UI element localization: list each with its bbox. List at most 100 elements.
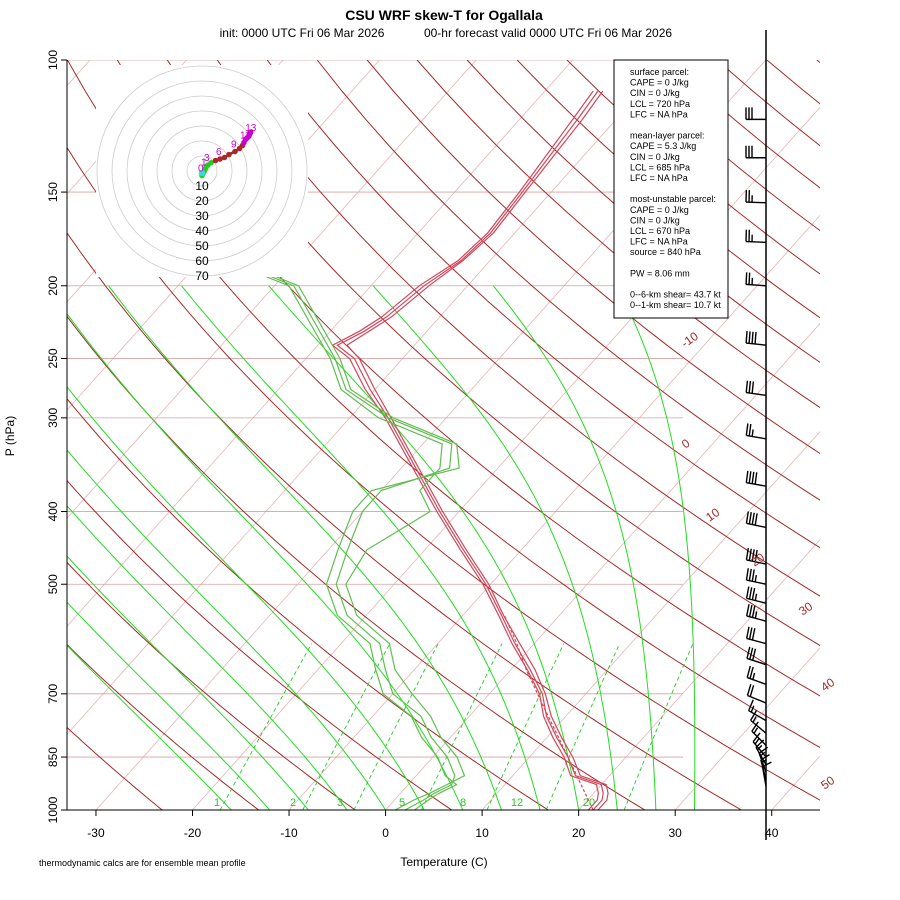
wind-barb-flag <box>745 272 748 285</box>
y-tick-label: 300 <box>46 408 60 428</box>
wind-barb-half-flag <box>759 751 766 757</box>
dry-adiabat-line <box>67 60 820 749</box>
wind-barb <box>752 732 767 758</box>
info-panel-line: surface parcel: <box>630 67 689 77</box>
wind-barb-shaft <box>745 240 767 243</box>
dewpoint-profile-line <box>203 250 466 810</box>
wind-barb-shaft <box>746 434 767 440</box>
hodograph-origin-point <box>198 169 206 177</box>
wind-barb-flag <box>745 604 750 617</box>
info-panel-line: 0--6-km shear= 43.7 kt <box>630 290 721 300</box>
isobar-lines <box>67 60 683 810</box>
wind-barb-half-flag <box>753 727 759 734</box>
moist-adiabat-line <box>67 312 464 810</box>
x-tick-label: 30 <box>669 826 683 840</box>
chart-subtitle-valid: 00-hr forecast valid 0000 UTC Fri 06 Mar… <box>424 26 672 40</box>
wind-barb-flag <box>751 381 755 394</box>
dry-adiabat-line <box>67 643 259 810</box>
wind-barb-flag <box>751 331 754 344</box>
hodograph-point <box>232 148 238 155</box>
isotherm-line <box>67 60 670 735</box>
isotherm-line <box>67 60 187 195</box>
hodograph-point <box>226 151 232 158</box>
wind-barb <box>745 145 766 159</box>
moist-adiabat-line <box>67 449 387 810</box>
wind-barb-flag <box>745 470 749 483</box>
hodograph-ring-label: 10 <box>195 179 209 193</box>
y-axis-label: P (hPa) <box>3 416 17 456</box>
temperature-profile-line <box>345 90 609 810</box>
moist-adiabat-line <box>268 285 580 810</box>
wind-barb-flag <box>752 732 761 743</box>
mixing-ratio-label: 12 <box>511 797 523 809</box>
isotherm-line <box>771 755 820 810</box>
moist-adiabat-line <box>67 505 348 810</box>
wind-barb-half-flag <box>754 574 757 583</box>
sounding-profiles <box>203 90 609 810</box>
dry-adiabat-line <box>416 60 820 409</box>
moist-adiabat-line <box>108 285 502 810</box>
wind-barb-flag <box>751 512 755 525</box>
y-tick-label: 850 <box>46 747 60 767</box>
wind-barb-shaft <box>745 283 767 287</box>
wind-barb-flag <box>748 699 754 711</box>
isotherm-line <box>868 60 900 810</box>
wind-barb-flag <box>754 513 758 526</box>
y-tick-label: 700 <box>46 683 60 703</box>
hodograph-ring <box>171 140 233 202</box>
x-axis-label: Temperature (C) <box>400 855 487 869</box>
y-tick-label: 150 <box>46 182 60 202</box>
wind-barb <box>745 272 767 287</box>
dry-adiabat-line <box>166 60 820 647</box>
wind-barb-flag <box>751 587 756 600</box>
wind-barb-shaft <box>746 676 767 686</box>
info-panel-line: most-unstable parcel: <box>630 194 716 204</box>
wind-barb-flag <box>751 628 756 641</box>
wind-barb-flag <box>751 471 755 484</box>
wind-barb-flag <box>748 423 752 437</box>
wind-barb <box>751 721 767 746</box>
wind-barb-flag <box>751 721 759 732</box>
wind-barb-flag <box>748 587 753 600</box>
wind-barb-flag <box>746 683 752 696</box>
wind-barb-shaft <box>748 710 767 722</box>
mixing-ratio-label: 8 <box>460 797 466 809</box>
wind-barb-half-flag <box>752 672 756 680</box>
wind-barb-flag <box>751 569 755 582</box>
moist-adiabat-line <box>372 285 618 810</box>
info-panel-line: CIN = 0 J/kg <box>630 152 680 162</box>
isotherm-line <box>578 539 820 810</box>
wind-barb-shaft <box>746 559 767 565</box>
wind-barb-shaft <box>746 637 767 645</box>
dry-adiabat-line <box>316 60 820 501</box>
wind-barb-half-flag <box>756 744 763 751</box>
dry-adiabat-line <box>766 60 820 105</box>
wind-barb-flag <box>748 548 752 561</box>
wind-barb-shaft <box>746 615 767 622</box>
mixing-ratio-line <box>353 643 439 810</box>
y-tick-label: 200 <box>46 275 60 295</box>
wind-barb-half-flag <box>761 758 767 764</box>
hodograph-ring-label: 70 <box>195 269 209 283</box>
moist-adiabat-line <box>615 285 696 810</box>
info-panel-line: 0--1-km shear= 10.7 kt <box>630 300 721 310</box>
parcel-profile-line <box>503 615 594 810</box>
info-panel-line: source = 840 hPa <box>630 247 701 257</box>
moist-adiabat-line <box>67 555 309 810</box>
x-axis-ticks: -30 -20 -10 0 10 20 30 40 <box>87 810 779 840</box>
wind-barb-flag <box>745 568 749 581</box>
hodograph-ring-label: 50 <box>195 239 209 253</box>
hodograph-height-label: 9 <box>231 140 237 151</box>
wind-barb-flag <box>750 710 758 721</box>
wind-barb-shaft <box>746 522 767 529</box>
wind-barb <box>750 710 767 734</box>
wind-barb-shaft <box>761 766 767 787</box>
wind-barb-half-flag <box>754 738 760 745</box>
isotherm-line <box>192 106 820 810</box>
chart-subtitle-init: init: 0000 UTC Fri 06 Mar 2026 <box>220 26 385 40</box>
wind-barb-shaft <box>746 657 767 666</box>
wind-barb-shaft <box>747 694 767 704</box>
info-panel-line: PW = 8.06 mm <box>630 268 690 278</box>
wind-barb-shaft <box>750 719 767 734</box>
